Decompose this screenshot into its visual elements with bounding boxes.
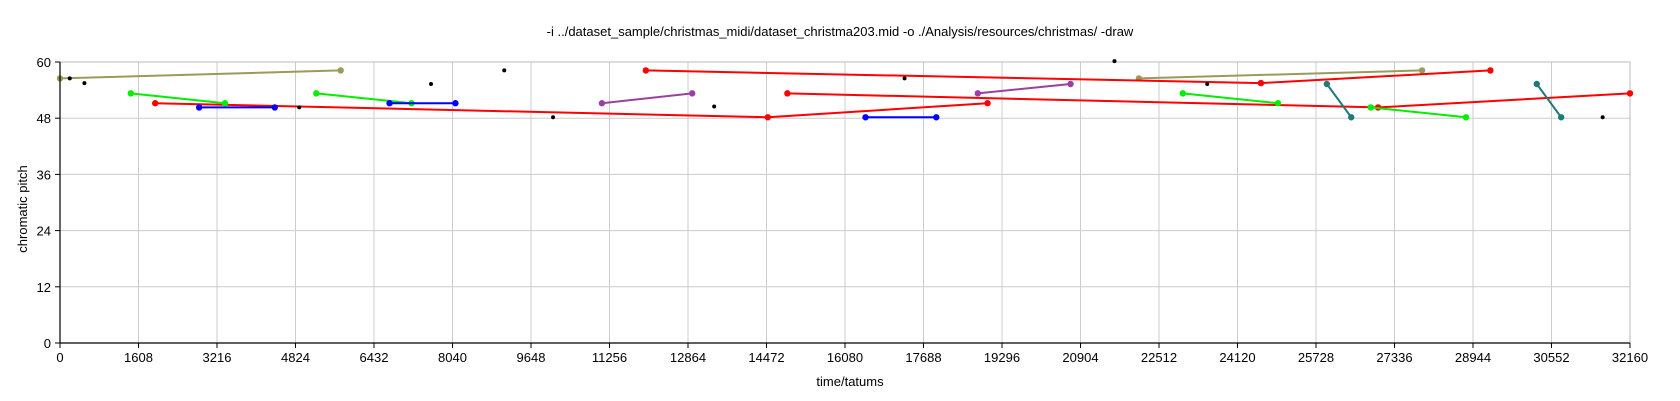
x-tick-label: 6432 <box>360 350 389 365</box>
series-point <box>127 90 134 97</box>
series-point <box>452 100 459 107</box>
x-tick-label: 12864 <box>670 350 706 365</box>
series-line <box>316 92 412 105</box>
x-tick-label: 27336 <box>1376 350 1412 365</box>
x-tick-label: 32160 <box>1612 350 1648 365</box>
x-tick-label: 30552 <box>1533 350 1569 365</box>
series-point <box>784 90 791 97</box>
x-axis-label: time/tatums <box>816 374 884 389</box>
single-note-point <box>67 76 72 81</box>
series-line <box>601 92 693 105</box>
series-point <box>1323 80 1331 88</box>
series-point <box>1348 114 1355 121</box>
x-tick-label: 11256 <box>592 350 627 365</box>
series-point <box>1179 90 1187 97</box>
series-point <box>974 90 981 97</box>
x-tick-label: 19296 <box>984 350 1020 365</box>
series-point <box>1257 79 1265 87</box>
x-tick-label: 4824 <box>281 350 310 365</box>
series-point <box>1626 90 1634 97</box>
series-point <box>221 100 229 107</box>
single-note-point <box>502 68 507 73</box>
series-point <box>598 100 606 107</box>
single-note-point <box>902 76 907 81</box>
series-point <box>1067 80 1074 88</box>
series-line <box>977 83 1071 95</box>
single-note-point <box>551 115 556 120</box>
x-tick-label: 3216 <box>203 350 232 365</box>
single-note-point <box>82 81 87 86</box>
series-point <box>386 100 393 107</box>
x-tick-label: 16080 <box>827 350 863 365</box>
series-point <box>1533 80 1540 88</box>
series-line <box>1182 92 1279 105</box>
series-point <box>764 114 772 121</box>
x-tick-label: 8040 <box>438 350 467 365</box>
series-point <box>933 114 940 121</box>
x-tick-label: 0 <box>56 350 63 365</box>
y-tick-label: 60 <box>37 55 51 70</box>
y-tick-label: 24 <box>37 224 51 239</box>
series-line <box>1535 83 1562 118</box>
x-tick-label: 14472 <box>748 350 784 365</box>
series-point <box>642 67 650 74</box>
x-tick-label: 9648 <box>517 350 546 365</box>
series-point <box>1274 100 1282 107</box>
grid <box>59 61 1631 344</box>
y-tick-label: 0 <box>44 336 51 351</box>
series-point <box>313 90 320 97</box>
chart-title: -i ../dataset_sample/christmas_midi/data… <box>547 24 1134 39</box>
series-line <box>1370 106 1467 119</box>
series-point <box>862 114 869 121</box>
series-line <box>155 102 988 119</box>
series-layer <box>56 67 1634 121</box>
x-tick-label: 20904 <box>1062 350 1098 365</box>
series-line <box>59 69 341 80</box>
x-tick-label: 1608 <box>124 350 153 365</box>
single-note-point <box>429 82 434 87</box>
series-point <box>1462 114 1470 121</box>
x-tick-label: 28944 <box>1455 350 1491 365</box>
series-point <box>1487 67 1494 74</box>
series-line <box>130 92 226 105</box>
single-note-point <box>1112 59 1117 64</box>
series-point <box>1557 114 1565 121</box>
x-tick-label: 17688 <box>905 350 941 365</box>
series-point <box>337 67 344 74</box>
x-tick-label: 25728 <box>1298 350 1334 365</box>
series-line <box>1326 83 1353 118</box>
y-axis-label: chromatic pitch <box>15 165 30 252</box>
series-point <box>1418 67 1426 74</box>
series-line <box>1138 69 1423 80</box>
series-point <box>195 104 203 111</box>
single-notes-layer <box>67 59 1605 120</box>
single-note-point <box>712 104 717 109</box>
series-point <box>1367 104 1374 111</box>
y-tick-label: 12 <box>37 280 51 295</box>
y-tick-label: 48 <box>37 111 51 126</box>
series-point <box>271 104 279 111</box>
axes: 0 1608 3216 4824 6432 8040 9648 11256 12864 14472… <box>37 55 1649 365</box>
series-point <box>688 90 696 97</box>
series-point <box>151 100 159 107</box>
series-point <box>984 100 991 107</box>
single-note-point <box>1600 115 1605 120</box>
single-note-point <box>297 105 302 110</box>
x-tick-label: 22512 <box>1141 350 1177 365</box>
single-note-point <box>1205 82 1210 87</box>
y-tick-label: 36 <box>37 167 51 182</box>
x-tick-label: 24120 <box>1219 350 1255 365</box>
